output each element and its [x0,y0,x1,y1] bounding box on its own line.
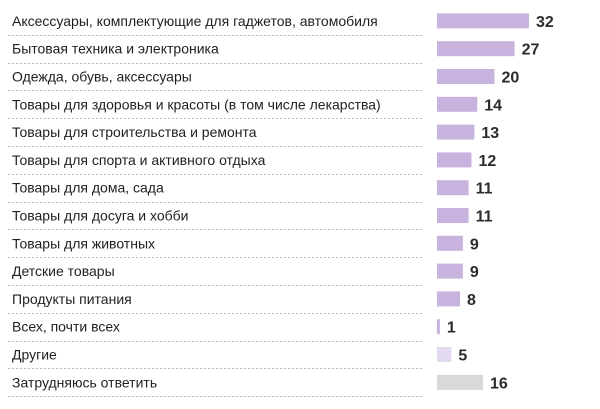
category-label: Бытовая техника и электроника [12,41,219,57]
bar [437,319,440,335]
value-label: 8 [467,292,476,309]
bar-row: Товары для спорта и активного отдыха 12 [8,152,496,175]
bar-row: Затрудняюсь ответить 16 [8,374,508,397]
bar [437,235,463,251]
value-label: 5 [458,348,467,365]
bar [437,124,475,140]
bar-row: Товары для здоровья и красоты (в том чис… [8,96,502,119]
bar [437,13,529,29]
bar-row: Всех, почти всех 1 [8,319,456,342]
bar [437,180,469,196]
value-label: 16 [490,375,508,392]
category-label: Товары для досуга и хобби [12,208,188,224]
category-label: Товары для животных [12,235,155,251]
category-label: Другие [12,347,57,363]
category-label: Товары для спорта и активного отдыха [12,152,266,168]
value-label: 9 [470,264,479,281]
value-label: 1 [447,320,456,337]
value-label: 9 [470,236,479,253]
bar [437,41,515,57]
category-label: Затрудняюсь ответить [12,374,157,390]
category-label: Одежда, обувь, аксессуары [12,69,192,85]
value-label: 27 [522,42,540,59]
bar-row: Аксессуары, комплектующие для гаджетов, … [8,13,554,36]
category-label: Товары для здоровья и красоты (в том чис… [12,96,381,112]
bar [437,69,495,84]
bar [437,291,460,307]
bar-row: Товары для животных 9 [8,235,479,258]
bar-row: Одежда, обувь, аксессуары 20 [8,69,519,91]
bar [437,263,463,279]
bar-row: Бытовая техника и электроника 27 [8,41,540,64]
value-label: 11 [476,209,493,226]
category-label: Всех, почти всех [12,319,120,335]
category-label: Товары для дома, сада [12,180,164,196]
category-label: Продукты питания [12,291,132,307]
value-label: 12 [479,153,497,170]
value-label: 13 [481,125,499,142]
bar-row: Другие 5 [8,347,467,369]
bar-row: Товары для строительства и ремонта 13 [8,124,499,147]
bar-row: Товары для досуга и хобби 11 [8,208,493,230]
category-label: Детские товары [12,263,115,279]
category-label: Аксессуары, комплектующие для гаджетов, … [12,13,378,29]
bar-row: Детские товары 9 [8,263,479,286]
bar [437,208,469,223]
bar [437,152,472,168]
value-label: 11 [476,181,493,198]
bar-row: Товары для дома, сада 11 [8,180,493,203]
value-label: 14 [484,97,502,114]
value-label: 32 [536,14,554,31]
bar-row: Продукты питания 8 [8,291,476,314]
bar [437,96,478,112]
value-label: 20 [502,70,520,87]
bar [437,347,452,362]
bar [437,374,483,390]
category-label: Товары для строительства и ремонта [12,124,257,140]
